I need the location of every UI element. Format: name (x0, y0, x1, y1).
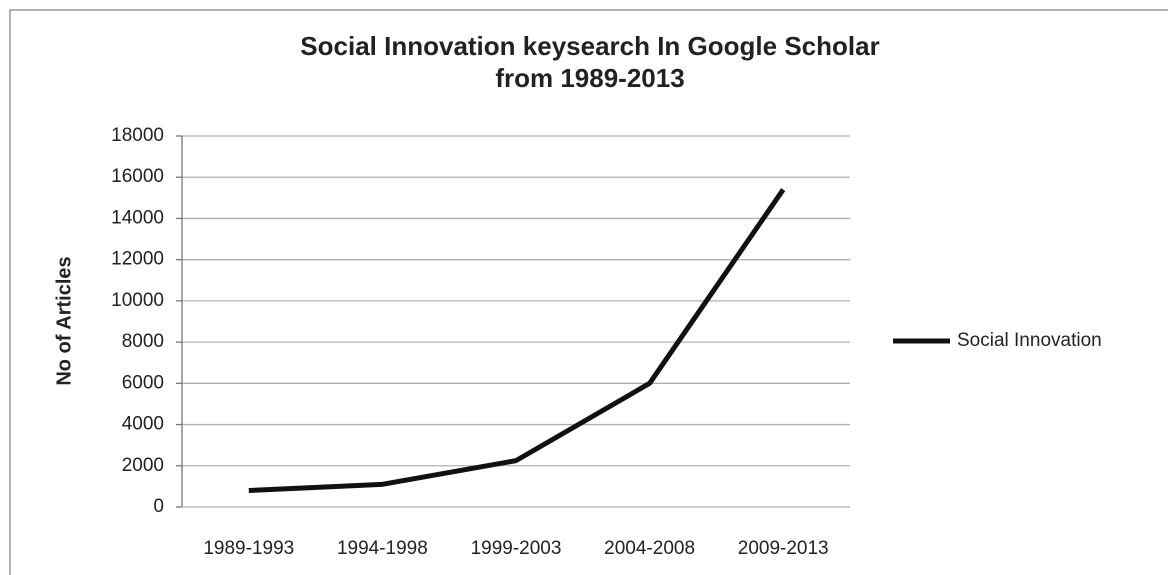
chart-frame (9, 9, 1168, 575)
y-tick-label: 6000 (122, 372, 164, 393)
y-tick-label: 0 (153, 496, 164, 517)
legend-label: Social Innovation (957, 330, 1102, 351)
y-tick-label: 10000 (111, 290, 164, 311)
y-tick-label: 4000 (122, 414, 164, 435)
y-tick-label: 2000 (122, 455, 164, 476)
chart-title: Social Innovation keysearch In Google Sc… (300, 31, 879, 61)
x-tick-label: 1989-1993 (203, 538, 294, 559)
x-tick-label: 2009-2013 (738, 538, 829, 559)
x-tick-label: 2004-2008 (604, 538, 695, 559)
chart-title: from 1989-2013 (495, 63, 684, 93)
y-tick-label: 18000 (111, 125, 164, 146)
y-tick-label: 14000 (111, 207, 164, 228)
y-tick-label: 8000 (122, 331, 164, 352)
y-tick-label: 12000 (111, 249, 164, 270)
y-tick-label: 16000 (111, 166, 164, 187)
x-tick-label: 1999-2003 (471, 538, 562, 559)
line-series (248, 188, 786, 494)
y-axis-label: No of Articles (53, 256, 75, 385)
x-tick-label: 1994-1998 (337, 538, 428, 559)
